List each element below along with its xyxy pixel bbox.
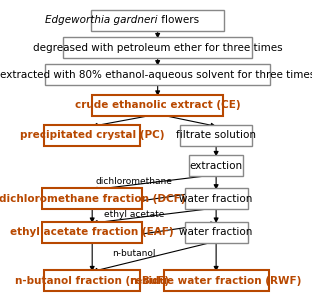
FancyBboxPatch shape [189,155,243,176]
Text: extraction: extraction [190,161,243,171]
Text: Edgeworthia gardneri: Edgeworthia gardneri [45,16,158,25]
Text: crude ethanolic extract (CE): crude ethanolic extract (CE) [75,100,241,110]
Text: filtrate solution: filtrate solution [176,130,256,140]
FancyBboxPatch shape [180,125,252,146]
Text: degreased with petroleum ether for three times: degreased with petroleum ether for three… [33,43,282,53]
Text: water fraction: water fraction [179,194,253,204]
Text: extracted with 80% ethanol-aqueous solvent for three times: extracted with 80% ethanol-aqueous solve… [0,70,312,80]
FancyBboxPatch shape [42,188,143,209]
FancyBboxPatch shape [63,37,252,58]
FancyBboxPatch shape [42,222,143,243]
FancyBboxPatch shape [163,270,269,291]
Text: ethyl acetate: ethyl acetate [104,210,164,219]
FancyBboxPatch shape [92,95,223,116]
Text: ethyl acetate fraction (EAF): ethyl acetate fraction (EAF) [10,227,174,237]
Text: residue water fraction (RWF): residue water fraction (RWF) [130,276,302,286]
Text: precipitated crystal (PC): precipitated crystal (PC) [20,130,164,140]
Text: water fraction: water fraction [179,227,253,237]
Text: n-butanol: n-butanol [113,250,156,258]
FancyBboxPatch shape [91,10,224,31]
Text: dichloromethane fraction (DCF): dichloromethane fraction (DCF) [0,194,185,204]
Text: dichloromethane: dichloromethane [96,177,173,185]
FancyBboxPatch shape [185,188,248,209]
FancyBboxPatch shape [44,125,140,146]
Text: flowers: flowers [158,16,199,25]
FancyBboxPatch shape [46,64,270,85]
Text: n-butanol fraction (n-BuF): n-butanol fraction (n-BuF) [15,276,169,286]
FancyBboxPatch shape [185,222,248,243]
FancyBboxPatch shape [44,270,140,291]
